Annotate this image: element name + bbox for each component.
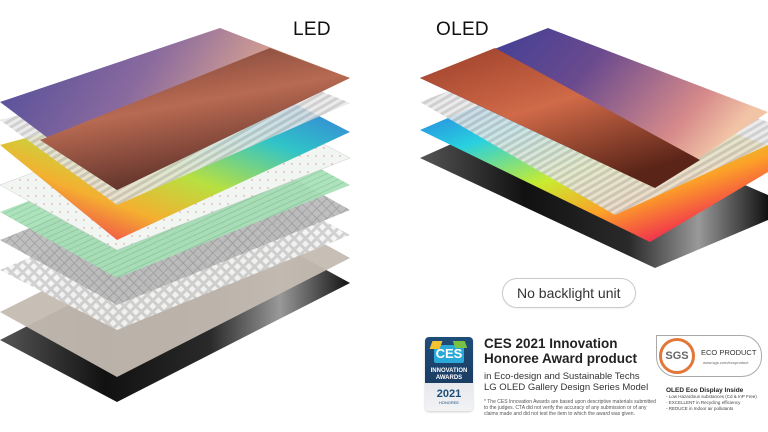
ces-innovation-awards-badge: CES INNOVATION AWARDS 2021 HONOREE <box>425 337 473 411</box>
sgs-details: OLED Eco Display Inside - Low Hazardous … <box>666 387 757 412</box>
ces-award-text: CES 2021 Innovation Honoree Award produc… <box>484 336 689 417</box>
sgs-heading: OLED Eco Display Inside <box>666 387 744 394</box>
ces-logo-icon: CES <box>434 345 464 363</box>
oled-title: OLED <box>436 19 489 40</box>
ces-badge-honoree: HONOREE <box>438 400 460 405</box>
oled-layer-stack <box>420 28 768 268</box>
sgs-url: www.sgs.com/ecoproduct <box>703 360 749 365</box>
award-sub-line1: in Eco-design and Sustainable Techs <box>484 371 640 382</box>
ces-badge-text: INNOVATION AWARDS <box>425 368 473 382</box>
award-heading-line1: CES 2021 Innovation <box>484 336 618 351</box>
award-note-line3: claims made and did not test the item to… <box>484 411 635 417</box>
no-backlight-unit-label: No backlight unit <box>502 278 636 308</box>
led-title: LED <box>293 19 331 40</box>
ces-badge-line1: INNOVATION <box>430 368 468 374</box>
led-layer-stack <box>0 28 351 402</box>
sgs-eco-product-badge: SGS ECO PRODUCT www.sgs.com/ecoproduct <box>656 335 762 377</box>
award-note-line1: * The CES Innovation Awards are based up… <box>484 399 656 405</box>
sgs-line1: - Low Hazardous substances (Cd & InP Fre… <box>666 394 757 399</box>
ces-badge-year: 2021 <box>436 388 462 400</box>
sgs-line2: - EXCELLENT in Recycling efficiency <box>666 400 741 405</box>
sgs-title: ECO PRODUCT <box>701 348 757 357</box>
ces-badge-line2: AWARDS <box>435 375 463 381</box>
award-note-line2: to the judges. CTA did not verify the ac… <box>484 405 647 411</box>
award-sub-line2: LG OLED Gallery Design Series Model <box>484 382 649 393</box>
sgs-line3: - REDUCE in Indoor air pollutants <box>666 406 734 411</box>
award-heading-line2: Honoree Award product <box>484 351 638 366</box>
sgs-logo-icon: SGS <box>659 338 695 374</box>
